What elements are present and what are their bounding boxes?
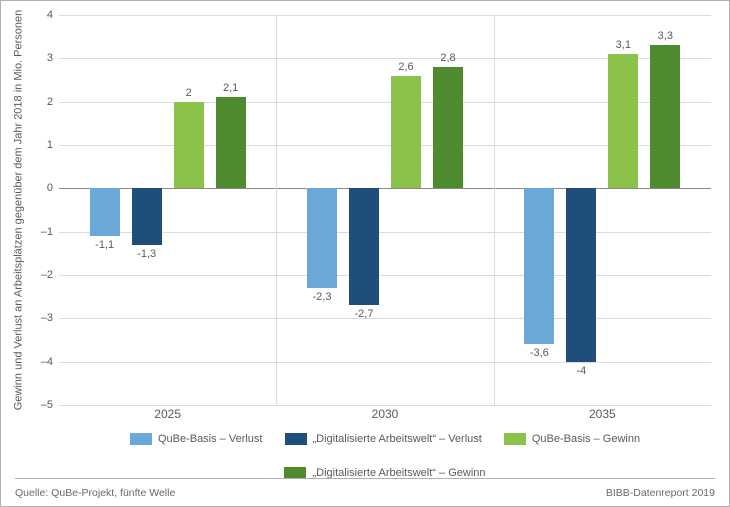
source-text: Quelle: QuBe-Projekt, fünfte Welle [15,487,175,499]
legend-label: QuBe-Basis – Gewinn [532,433,640,445]
y-tick: –2 [29,269,59,281]
y-axis-label: Gewinn und Verlust an Arbeitsplätzen geg… [9,15,27,405]
grid-line [59,405,711,406]
bar-value-label: 2,8 [428,52,468,64]
bar-value-label: 2,1 [211,82,251,94]
bar: 2,8 [433,67,463,188]
panel-divider [494,15,495,405]
legend-label: „Digitalisierte Arbeitswelt“ – Verlust [313,433,482,445]
report-text: BIBB-Datenreport 2019 [606,487,715,499]
chart-container: Gewinn und Verlust an Arbeitsplätzen geg… [0,0,730,507]
bar-value-label: -4 [561,365,601,377]
y-tick: 0 [29,182,59,194]
y-tick: 3 [29,52,59,64]
bar-value-label: -2,7 [344,308,384,320]
x-tick: 2025 [154,407,181,421]
legend-swatch [285,433,307,445]
bar-value-label: -1,1 [85,239,125,251]
bar: 3,3 [650,45,680,188]
panel-divider [276,15,277,405]
bar: -1,1 [90,188,120,236]
x-tick: 2035 [589,407,616,421]
legend-item: „Digitalisierte Arbeitswelt“ – Verlust [285,433,482,445]
bar: -3,6 [524,188,554,344]
y-tick: 2 [29,96,59,108]
y-tick: –4 [29,356,59,368]
bar: -4 [566,188,596,361]
y-tick: 1 [29,139,59,151]
bar: 2,6 [391,76,421,189]
bar: 2 [174,102,204,189]
y-tick: 4 [29,9,59,21]
bar-value-label: 2 [169,87,209,99]
grid-line [59,318,711,319]
bar-value-label: 2,6 [386,61,426,73]
grid-line [59,275,711,276]
x-tick: 2030 [372,407,399,421]
legend: QuBe-Basis – Verlust „Digitalisierte Arbe… [59,433,711,479]
y-axis-label-text: Gewinn und Verlust an Arbeitsplätzen geg… [12,10,24,411]
bar: -2,7 [349,188,379,305]
grid-line [59,362,711,363]
bar-value-label: 3,1 [603,39,643,51]
bar: -2,3 [307,188,337,288]
bar-value-label: -3,6 [519,347,559,359]
bar-value-label: -1,3 [127,248,167,260]
legend-item: QuBe-Basis – Verlust [130,433,263,445]
legend-item: QuBe-Basis – Gewinn [504,433,640,445]
grid-line [59,15,711,16]
legend-swatch [504,433,526,445]
bar: 3,1 [608,54,638,188]
y-tick: –1 [29,226,59,238]
legend-label: QuBe-Basis – Verlust [158,433,263,445]
bar-value-label: -2,3 [302,291,342,303]
bar: 2,1 [216,97,246,188]
y-tick: –3 [29,312,59,324]
y-tick: –5 [29,399,59,411]
bar-value-label: 3,3 [645,30,685,42]
plot-area: 43210–1–2–3–4–5-1,1-1,322,1-2,3-2,72,62,… [59,15,711,405]
bar: -1,3 [132,188,162,244]
footer: Quelle: QuBe-Projekt, fünfte Welle BIBB-… [15,478,715,506]
legend-swatch [130,433,152,445]
